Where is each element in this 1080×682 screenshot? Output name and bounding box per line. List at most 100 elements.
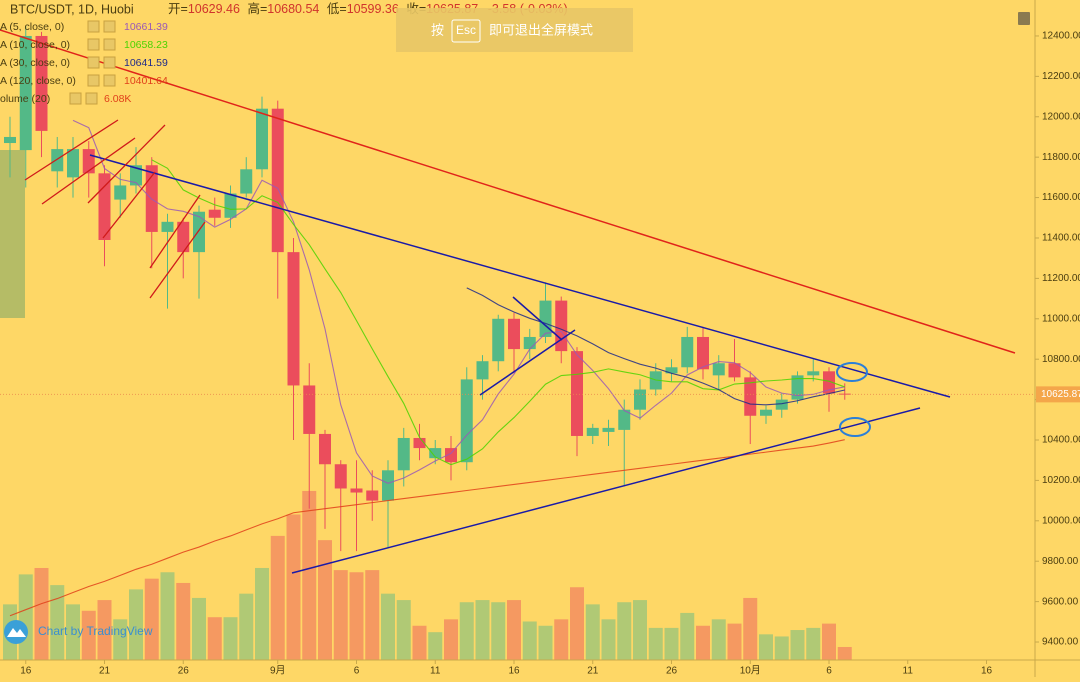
y-tick-label: 10000.00 xyxy=(1042,515,1080,526)
volume-bar xyxy=(774,636,789,660)
candle-body xyxy=(571,351,583,436)
key-box xyxy=(451,19,481,43)
candle-body xyxy=(287,252,300,386)
legend-icon xyxy=(85,92,98,105)
settings-icon[interactable] xyxy=(1018,12,1030,25)
candle-body xyxy=(523,336,536,350)
volume-bar xyxy=(302,490,317,660)
volume-bar xyxy=(822,623,836,660)
candle-body xyxy=(492,318,505,362)
candle-body xyxy=(775,399,788,410)
legend-icon xyxy=(87,20,100,33)
candle-body xyxy=(413,437,426,449)
volume-bar xyxy=(554,619,569,660)
value: 10629.46 xyxy=(188,2,240,16)
candle-body xyxy=(460,379,473,463)
volume-bar xyxy=(412,625,427,660)
volume-bar xyxy=(538,625,553,660)
volume-layer xyxy=(3,490,852,660)
legend-value: 6.08K xyxy=(104,93,131,105)
volume-bar xyxy=(633,600,647,660)
candle-body xyxy=(508,318,520,350)
logo-mark xyxy=(7,628,26,637)
volume-bar xyxy=(428,632,443,660)
volume-bar xyxy=(790,630,805,660)
label: 开= xyxy=(168,2,188,16)
legend-icon xyxy=(87,74,100,87)
volume-bar xyxy=(570,587,584,660)
chart-title: BTC/USDT, 1D, Huobi xyxy=(10,2,134,16)
candle-body xyxy=(4,136,16,144)
candle-body xyxy=(744,377,757,416)
volume-bar xyxy=(711,619,726,660)
legend-value: 10661.39 xyxy=(124,21,168,33)
legend-name: A (30, close, 0) xyxy=(0,57,70,69)
volume-bar xyxy=(664,627,679,660)
volume-bar xyxy=(365,570,380,660)
volume-bar xyxy=(192,597,206,660)
axes: 9400.00 9600.00 9800.00 10000.00 10200.00 104… xyxy=(20,31,1080,677)
x-tick-label: 16 xyxy=(508,666,520,677)
volume-bar xyxy=(381,593,395,660)
candle-body xyxy=(634,389,646,410)
trend-line xyxy=(89,154,951,398)
ma-line xyxy=(9,439,845,617)
volume-bar xyxy=(18,574,33,660)
candle-body xyxy=(271,108,284,253)
price-tag-label: 10625.87 xyxy=(1041,389,1080,400)
y-tick-label: 12000.00 xyxy=(1042,111,1080,122)
candle-body xyxy=(51,149,64,172)
candle-body xyxy=(681,336,694,368)
volume-bar xyxy=(318,540,332,660)
y-tick-label: 11600.00 xyxy=(1042,192,1080,203)
volume-bar xyxy=(522,621,537,660)
volume-bar xyxy=(207,617,222,660)
volume-bar xyxy=(491,602,506,660)
volume-bar xyxy=(806,627,821,660)
y-tick-label: 9600.00 xyxy=(1042,596,1079,607)
candle-body xyxy=(161,221,174,232)
y-tick-label: 10800.00 xyxy=(1042,354,1080,365)
candle-body xyxy=(618,409,631,430)
highlight-circle xyxy=(836,362,868,382)
x-tick-label: 26 xyxy=(178,666,190,677)
volume-bar xyxy=(396,600,411,660)
highlight-box xyxy=(0,150,25,318)
candle-body xyxy=(760,409,772,416)
y-tick-label: 11200.00 xyxy=(1042,273,1080,284)
trend-line xyxy=(291,407,921,574)
x-tick-label: 21 xyxy=(99,666,111,677)
volume-bar xyxy=(585,604,600,660)
hint-text: 即可退出全屏模式 xyxy=(489,22,593,37)
x-tick-label: 11 xyxy=(903,666,914,677)
candle-body xyxy=(82,149,95,174)
volume-bar xyxy=(444,619,458,660)
volume-bar xyxy=(176,582,191,660)
legend-value: 10641.59 xyxy=(124,57,168,69)
y-tick-label: 10400.00 xyxy=(1042,435,1080,446)
legend-icon xyxy=(87,38,100,51)
legend-name: A (5, close, 0) xyxy=(0,21,64,33)
volume-bar xyxy=(50,585,65,660)
volume-bar xyxy=(113,619,128,660)
y-tick-label: 12200.00 xyxy=(1042,71,1080,82)
volume-bar xyxy=(475,600,490,660)
candle-body xyxy=(838,393,851,395)
candle-body xyxy=(67,149,79,178)
value: 10680.54 xyxy=(267,2,319,16)
volume-bar xyxy=(144,578,159,660)
candle-body xyxy=(130,165,142,186)
volume-bar xyxy=(507,600,521,660)
fullscreen-hint: 按 Esc 即可退出全屏模式 xyxy=(396,8,633,52)
volume-bar xyxy=(129,589,143,660)
legend-icon xyxy=(103,74,116,87)
candle-body xyxy=(397,437,410,471)
trend-line xyxy=(479,329,576,396)
label: 高= xyxy=(247,1,267,16)
hint-key: 按 xyxy=(431,22,444,37)
candle-body xyxy=(429,448,442,459)
hint-key: Esc xyxy=(456,23,476,37)
y-tick-label: 12400.00 xyxy=(1042,31,1080,42)
volume-bar xyxy=(270,535,285,660)
